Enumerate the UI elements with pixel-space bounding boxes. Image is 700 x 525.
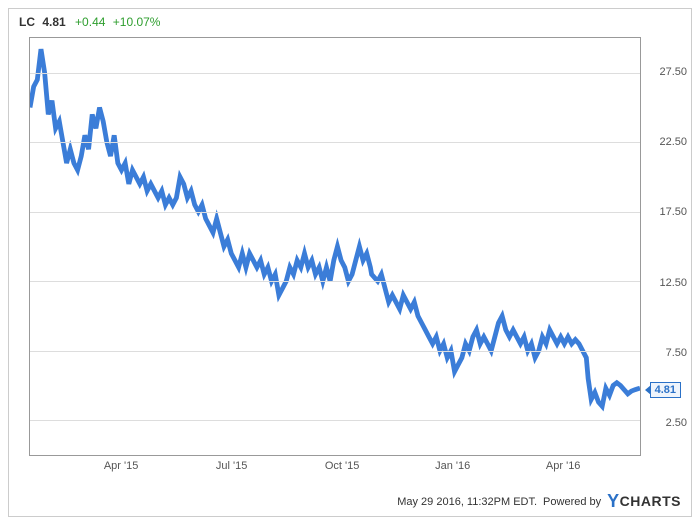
y-tick-label: 2.50 <box>666 417 687 429</box>
gridline <box>30 73 640 74</box>
x-tick-label: Oct '15 <box>325 460 360 472</box>
plot-area <box>29 37 641 456</box>
y-tick-label: 17.50 <box>659 206 687 218</box>
price-change: +0.44 <box>75 15 105 29</box>
current-value-tag: 4.81 <box>650 382 681 398</box>
y-tick-label: 22.50 <box>659 136 687 148</box>
gridline <box>30 142 640 143</box>
chart-frame: LC 4.81 +0.44 +10.07% 4.81 May 29 2016, … <box>8 8 692 517</box>
y-tick-label: 27.50 <box>659 66 687 78</box>
price-line <box>30 38 640 455</box>
chart-footer: May 29 2016, 11:32PM EDT. Powered by YCH… <box>397 491 681 512</box>
y-tick-label: 7.50 <box>666 347 687 359</box>
chart-header: LC 4.81 +0.44 +10.07% <box>19 15 160 29</box>
price-change-pct: +10.07% <box>113 15 161 29</box>
y-tick-label: 12.50 <box>659 277 687 289</box>
x-tick-label: Apr '16 <box>546 460 581 472</box>
ticker-symbol: LC <box>19 15 35 29</box>
ycharts-logo: YCHARTS <box>607 491 681 512</box>
gridline <box>30 281 640 282</box>
chart-container: LC 4.81 +0.44 +10.07% 4.81 May 29 2016, … <box>0 0 700 525</box>
timestamp: May 29 2016, 11:32PM EDT. <box>397 496 537 508</box>
powered-by-label: Powered by <box>543 496 601 508</box>
x-tick-label: Apr '15 <box>104 460 139 472</box>
gridline <box>30 420 640 421</box>
last-price: 4.81 <box>42 15 65 29</box>
x-tick-label: Jul '15 <box>216 460 247 472</box>
gridline <box>30 212 640 213</box>
gridline <box>30 351 640 352</box>
x-tick-label: Jan '16 <box>435 460 470 472</box>
